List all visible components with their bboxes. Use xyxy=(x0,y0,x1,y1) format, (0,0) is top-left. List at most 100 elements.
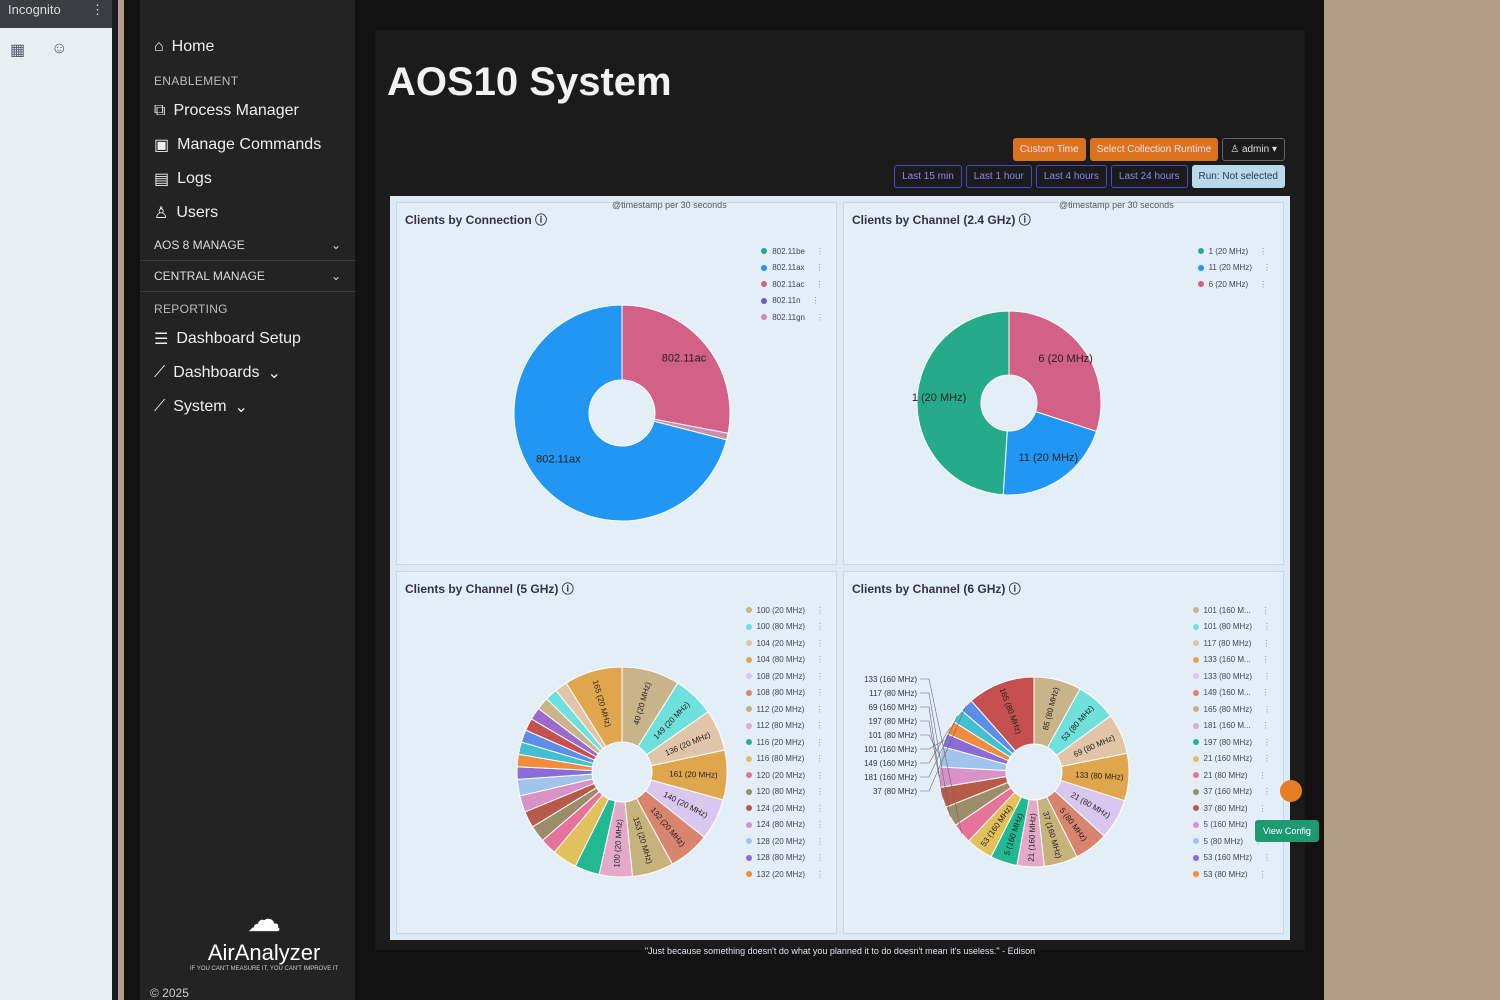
legend-item[interactable]: 197 (80 MHz) ⋮ xyxy=(1192,734,1271,751)
more-options-icon[interactable]: ⋮ xyxy=(815,721,824,731)
legend-item[interactable]: 53 (80 MHz) ⋮ xyxy=(1192,866,1271,883)
pie-slice[interactable] xyxy=(621,304,731,434)
sidebar-item-dashboard-setup[interactable]: ☰ Dashboard Setup xyxy=(140,322,355,356)
more-options-icon[interactable]: ⋮ xyxy=(1259,279,1268,289)
more-options-icon[interactable]: ⋮ xyxy=(1258,803,1267,813)
legend-item[interactable]: 104 (20 MHz) ⋮ xyxy=(745,635,824,652)
legend-item[interactable]: 21 (160 MHz) ⋮ xyxy=(1192,751,1271,768)
more-options-icon[interactable]: ⋮ xyxy=(1263,671,1271,681)
legend-item[interactable]: 124 (20 MHz) ⋮ xyxy=(745,800,824,817)
legend-item[interactable]: 117 (80 MHz) ⋮ xyxy=(1192,635,1271,652)
legend-item[interactable]: 37 (160 MHz) ⋮ xyxy=(1192,784,1271,801)
legend-item[interactable]: 37 (80 MHz) ⋮ xyxy=(1192,800,1271,817)
range-24hours-button[interactable]: Last 24 hours xyxy=(1110,165,1188,188)
more-options-icon[interactable]: ⋮ xyxy=(1263,622,1271,632)
legend-item[interactable]: 100 (20 MHz) ⋮ xyxy=(745,602,824,619)
pie-slice[interactable] xyxy=(565,666,623,748)
admin-menu[interactable]: ♙ admin ▾ xyxy=(1222,138,1285,161)
more-options-icon[interactable]: ⋮ xyxy=(1258,869,1267,879)
more-options-icon[interactable]: ⋮ xyxy=(816,688,824,698)
legend-item[interactable]: 802.11gn ⋮ xyxy=(761,309,824,326)
more-options-icon[interactable]: ⋮ xyxy=(816,246,824,256)
more-options-icon[interactable]: ⋮ xyxy=(815,704,824,714)
sidebar-item-process-manager[interactable]: ⧉ Process Manager xyxy=(140,94,355,128)
sidebar-item-system[interactable]: ⟋ System ⌄ xyxy=(140,390,355,424)
more-options-icon[interactable]: ⋮ xyxy=(1263,754,1271,764)
pie-slice[interactable] xyxy=(970,676,1035,752)
legend-item[interactable]: 116 (80 MHz) ⋮ xyxy=(745,751,824,768)
pie-slice[interactable] xyxy=(916,310,1010,496)
legend-item[interactable]: 149 (160 M... ⋮ xyxy=(1192,685,1271,702)
legend-item[interactable]: 132 (20 MHz) ⋮ xyxy=(745,866,824,883)
more-options-icon[interactable]: ⋮ xyxy=(815,754,824,764)
legend-item[interactable]: 100 (80 MHz) ⋮ xyxy=(745,619,824,636)
more-options-icon[interactable]: ⋮ xyxy=(1262,638,1271,648)
legend-item[interactable]: 128 (80 MHz) ⋮ xyxy=(745,850,824,867)
more-options-icon[interactable]: ⋮ xyxy=(1263,853,1271,863)
more-options-icon[interactable]: ⋮ xyxy=(816,787,824,797)
more-options-icon[interactable]: ⋮ xyxy=(816,622,824,632)
range-15min-button[interactable]: Last 15 min xyxy=(894,165,962,188)
pie-slice[interactable] xyxy=(1008,310,1102,433)
more-options-icon[interactable]: ⋮ xyxy=(816,869,824,879)
pie-slice[interactable] xyxy=(1002,411,1098,496)
more-options-icon[interactable]: ⋮ xyxy=(816,836,824,846)
more-options-icon[interactable]: ⋮ xyxy=(1259,246,1268,256)
legend-item[interactable]: 112 (80 MHz) ⋮ xyxy=(745,718,824,735)
more-options-icon[interactable]: ⋮ xyxy=(816,770,824,780)
legend-item[interactable]: 181 (160 M... ⋮ xyxy=(1192,718,1271,735)
legend-item[interactable]: 802.11ax ⋮ xyxy=(761,260,824,277)
range-1hour-button[interactable]: Last 1 hour xyxy=(965,165,1032,188)
more-options-icon[interactable]: ⋮ xyxy=(1261,655,1270,665)
more-options-icon[interactable]: ⋮ xyxy=(1261,721,1270,731)
select-runtime-button[interactable]: Select Collection Runtime xyxy=(1089,138,1219,161)
more-options-icon[interactable]: ⋮ xyxy=(1258,770,1267,780)
legend-item[interactable]: 108 (20 MHz) ⋮ xyxy=(745,668,824,685)
run-status-button[interactable]: Run: Not selected xyxy=(1191,165,1285,188)
floating-action-button[interactable] xyxy=(1280,780,1302,802)
more-options-icon[interactable]: ⋮ xyxy=(816,655,824,665)
legend-item[interactable]: 124 (80 MHz) ⋮ xyxy=(745,817,824,834)
sidebar-item-dashboards[interactable]: ⟋ Dashboards ⌄ xyxy=(140,356,355,390)
legend-item[interactable]: 11 (20 MHz) ⋮ xyxy=(1197,260,1271,277)
view-config-button[interactable]: View Config xyxy=(1255,820,1319,842)
custom-time-button[interactable]: Custom Time xyxy=(1012,138,1086,161)
browser-menu-icon[interactable]: ⋮ xyxy=(91,2,104,17)
legend-item[interactable]: 802.11n ⋮ xyxy=(761,293,824,310)
more-options-icon[interactable]: ⋮ xyxy=(1263,787,1271,797)
more-options-icon[interactable]: ⋮ xyxy=(1261,688,1270,698)
more-options-icon[interactable]: ⋮ xyxy=(816,820,824,830)
more-options-icon[interactable]: ⋮ xyxy=(816,312,824,322)
more-options-icon[interactable]: ⋮ xyxy=(816,605,824,615)
sidebar-collapse-central[interactable]: Central Manage ⌄ xyxy=(140,261,355,292)
legend-item[interactable]: 120 (20 MHz) ⋮ xyxy=(745,767,824,784)
legend-item[interactable]: 101 (80 MHz) ⋮ xyxy=(1192,619,1271,636)
sidebar-collapse-aos8[interactable]: AOS 8 Manage ⌄ xyxy=(140,230,355,261)
legend-item[interactable]: 112 (20 MHz) ⋮ xyxy=(745,701,824,718)
more-options-icon[interactable]: ⋮ xyxy=(811,296,820,306)
more-options-icon[interactable]: ⋮ xyxy=(1263,704,1271,714)
sidebar-item-manage-commands[interactable]: ▣ Manage Commands xyxy=(140,128,355,162)
more-options-icon[interactable]: ⋮ xyxy=(816,853,824,863)
legend-item[interactable]: 104 (80 MHz) ⋮ xyxy=(745,652,824,669)
legend-item[interactable]: 108 (80 MHz) ⋮ xyxy=(745,685,824,702)
more-options-icon[interactable]: ⋮ xyxy=(816,671,824,681)
legend-item[interactable]: 101 (160 M... ⋮ xyxy=(1192,602,1271,619)
legend-item[interactable]: 133 (80 MHz) ⋮ xyxy=(1192,668,1271,685)
more-options-icon[interactable]: ⋮ xyxy=(1261,605,1270,615)
legend-item[interactable]: 133 (160 M... ⋮ xyxy=(1192,652,1271,669)
apps-grid-icon[interactable]: ▦ xyxy=(10,42,26,59)
more-options-icon[interactable]: ⋮ xyxy=(1263,737,1271,747)
legend-item[interactable]: 116 (20 MHz) ⋮ xyxy=(745,734,824,751)
sidebar-item-logs[interactable]: ▤ Logs xyxy=(140,162,355,196)
legend-item[interactable]: 120 (80 MHz) ⋮ xyxy=(745,784,824,801)
pie-slice[interactable] xyxy=(513,304,728,522)
legend-item[interactable]: 802.11be ⋮ xyxy=(761,243,824,260)
more-options-icon[interactable]: ⋮ xyxy=(1263,263,1271,273)
more-options-icon[interactable]: ⋮ xyxy=(815,279,824,289)
legend-item[interactable]: 802.11ac ⋮ xyxy=(761,276,824,293)
sidebar-item-home[interactable]: ⌂ Home xyxy=(140,30,355,64)
legend-item[interactable]: 21 (80 MHz) ⋮ xyxy=(1192,767,1271,784)
legend-item[interactable]: 1 (20 MHz) ⋮ xyxy=(1197,243,1271,260)
legend-item[interactable]: 128 (20 MHz) ⋮ xyxy=(745,833,824,850)
